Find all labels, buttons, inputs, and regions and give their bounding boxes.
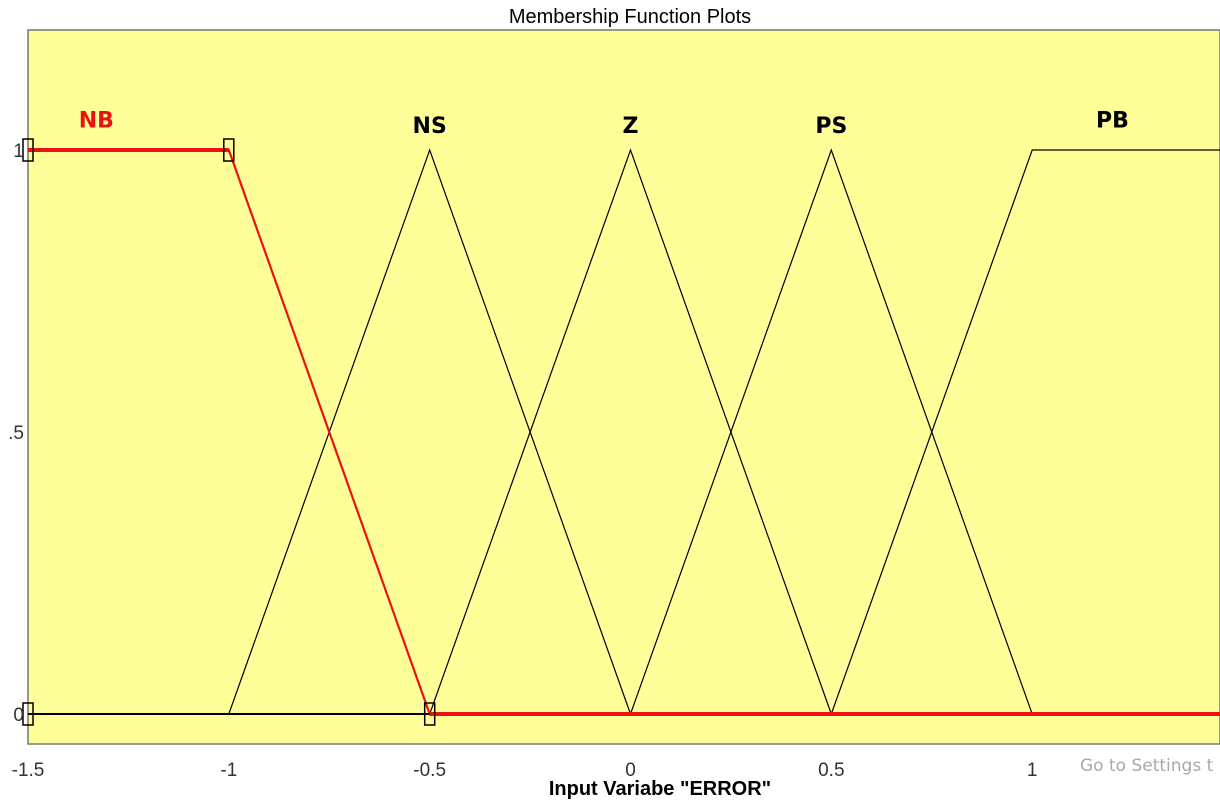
mf-label-z[interactable]: Z xyxy=(623,114,639,139)
label-layer: NB NS Z PS PB xyxy=(79,108,1129,139)
mf-vertex-handle[interactable] xyxy=(423,702,436,726)
y-tick-label: 0 xyxy=(13,705,24,726)
y-tick-label: .5 xyxy=(8,423,24,444)
x-tick-label: 0.5 xyxy=(818,760,844,781)
activation-watermark: Go to Settings t xyxy=(1080,756,1214,776)
y-tick-label: 1 xyxy=(13,141,24,162)
x-axis-label: Input Variabe "ERROR" xyxy=(549,778,771,800)
mf-label-ps[interactable]: PS xyxy=(815,114,847,139)
x-tick-label: 1 xyxy=(1027,760,1038,781)
series-layer xyxy=(28,148,1220,716)
mf-vertex-handle[interactable] xyxy=(223,138,235,162)
x-tick-label: 0 xyxy=(625,760,636,781)
x-tick-label: -0.5 xyxy=(413,760,446,781)
tick-layer: -1.5 -1 -0.5 0 0.5 10.51 xyxy=(8,141,1037,781)
mf-label-ns[interactable]: NS xyxy=(413,114,447,139)
marker-layer xyxy=(22,138,436,726)
x-tick-label: -1 xyxy=(220,760,237,781)
chart-title: Membership Function Plots xyxy=(509,6,751,28)
mf-vertex-handle[interactable] xyxy=(22,138,34,162)
mf-vertex-handle[interactable] xyxy=(22,702,34,726)
mf-label-nb[interactable]: NB xyxy=(79,108,114,133)
mf-label-pb[interactable]: PB xyxy=(1096,108,1129,133)
x-tick-label: -1.5 xyxy=(12,760,45,781)
